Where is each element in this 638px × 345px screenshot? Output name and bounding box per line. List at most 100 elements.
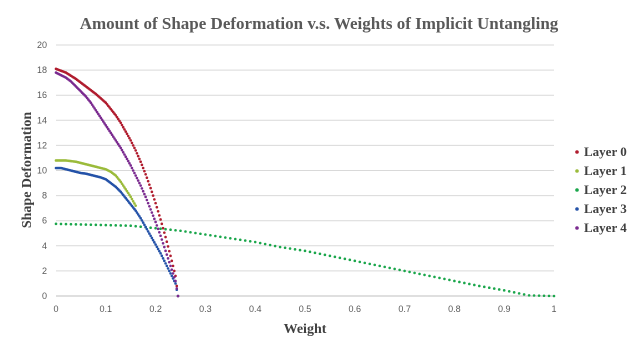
data-point (126, 134, 130, 138)
data-point (99, 223, 103, 227)
data-point (79, 223, 83, 226)
data-point (128, 193, 131, 197)
data-point (158, 249, 161, 253)
data-point (69, 222, 73, 226)
data-point (507, 290, 511, 293)
data-point (438, 276, 441, 280)
data-point (104, 223, 108, 227)
data-point (115, 140, 119, 144)
data-point (130, 166, 134, 170)
data-point (140, 187, 144, 190)
y-axis-label: Shape Deformation (20, 112, 35, 228)
data-point (166, 267, 170, 270)
data-point (59, 222, 63, 226)
x-tick-label: 0.3 (199, 304, 212, 314)
data-point (149, 208, 152, 211)
data-point (119, 121, 123, 125)
data-point (115, 115, 119, 119)
data-point (159, 227, 162, 231)
data-point (263, 242, 267, 246)
data-point (159, 234, 162, 238)
y-tick-label: 14 (37, 115, 47, 125)
data-point (149, 234, 152, 238)
data-point (98, 114, 101, 118)
data-point (125, 157, 129, 161)
data-point (145, 227, 149, 231)
data-point (166, 257, 170, 260)
data-point (169, 272, 172, 275)
data-point (378, 264, 382, 268)
data-point (542, 294, 546, 298)
data-point (398, 268, 401, 272)
data-point (123, 153, 126, 156)
data-point (131, 199, 135, 203)
data-point (120, 123, 124, 127)
data-point (133, 146, 136, 150)
x-tick-label: 0.2 (149, 304, 162, 314)
data-point (125, 132, 129, 136)
data-point (189, 230, 192, 234)
series-layer-3 (54, 166, 180, 298)
data-point (224, 236, 227, 239)
data-point (164, 262, 167, 265)
data-point (333, 255, 337, 259)
data-point (165, 264, 169, 268)
data-point (119, 224, 123, 227)
data-point (388, 266, 391, 270)
data-point (229, 236, 232, 240)
data-point (156, 227, 160, 231)
data-point (154, 220, 157, 224)
data-point (482, 285, 486, 289)
data-point (140, 163, 144, 167)
data-point (468, 282, 471, 286)
data-point (161, 257, 165, 260)
data-point (126, 159, 130, 163)
data-point (238, 238, 242, 242)
data-point (136, 154, 140, 158)
data-point (141, 166, 145, 170)
data-point (497, 288, 501, 291)
data-point (552, 294, 556, 298)
x-tick-label: 0.1 (100, 304, 113, 314)
data-point (124, 130, 128, 133)
data-point (145, 176, 149, 180)
data-point (473, 283, 476, 287)
legend-label: Layer 4 (584, 220, 627, 235)
data-point (143, 223, 146, 227)
data-point (175, 287, 179, 290)
data-point (100, 118, 104, 121)
data-point (119, 146, 123, 150)
data-point (134, 224, 137, 228)
data-point (170, 274, 174, 278)
data-point (150, 190, 154, 194)
data-point (318, 252, 322, 256)
data-point (184, 230, 187, 233)
data-point (328, 254, 332, 258)
data-point (522, 293, 526, 296)
data-point (298, 248, 302, 252)
data-point (138, 157, 141, 161)
x-tick-label: 1 (551, 304, 556, 314)
data-point (133, 171, 136, 175)
data-point (153, 198, 156, 201)
data-point (148, 183, 151, 186)
tick-labels: 0 2 4 6 8 10 12 14 16 18 20 0 0.1 0.2 0.3 0.4 0.5 0.6 0.7 0… (37, 40, 557, 314)
data-point (106, 127, 110, 131)
data-point (158, 214, 161, 217)
legend-label: Layer 1 (584, 163, 627, 178)
data-point (64, 222, 68, 226)
data-point (90, 103, 94, 106)
data-point (105, 125, 109, 129)
data-point (149, 226, 152, 230)
data-point (141, 221, 145, 224)
data-point (108, 129, 111, 133)
data-point (121, 125, 125, 129)
data-point (219, 235, 222, 239)
data-point (138, 181, 141, 185)
data-point (293, 248, 297, 251)
data-point (146, 179, 150, 183)
data-point (167, 269, 171, 273)
data-points (54, 67, 556, 298)
x-tick-label: 0.5 (299, 304, 312, 314)
